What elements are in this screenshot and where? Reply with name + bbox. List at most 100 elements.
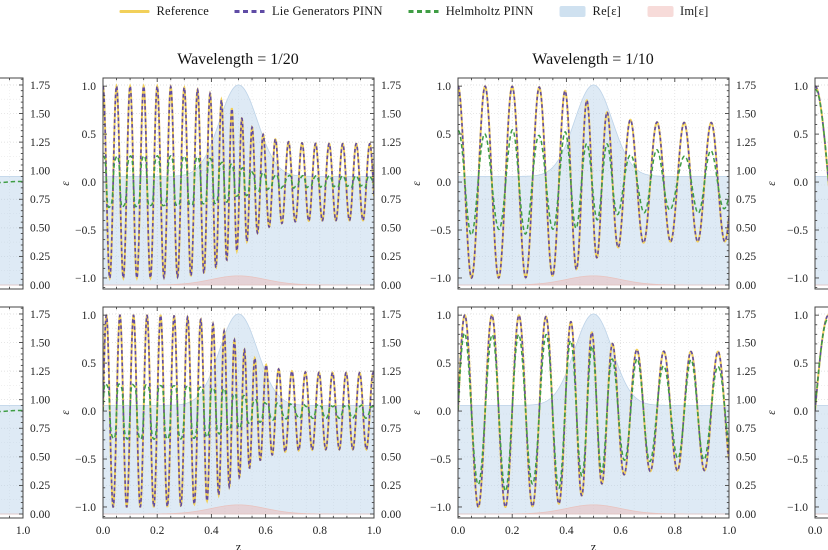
subplot-col-2-row-1: 1.0 0.5 0.0 −0.5 −1.0 0.00 0.25 0.50 0.75 1.00 1.2… — [75, 77, 423, 292]
u-tick-label: 0.0 — [794, 177, 809, 189]
x-tick-label: 0.6 — [258, 525, 273, 537]
eps-tick-label: 0.50 — [30, 452, 50, 464]
fill-re-eps — [815, 176, 828, 286]
u-tick-label: 1.0 — [794, 310, 809, 322]
legend-swatch-lie-generators-pinn — [234, 10, 265, 13]
u-tick-label: 0.0 — [437, 177, 452, 189]
u-tick-label: −0.5 — [430, 454, 451, 466]
eps-tick-label: 0.00 — [381, 509, 401, 521]
fill-im-eps — [103, 275, 374, 286]
eps-tick-label: 0.50 — [736, 223, 756, 235]
curve-helmholtz-pinn — [103, 382, 374, 440]
u-tick-label: 0.5 — [437, 358, 452, 370]
axis-tick-labels: 1.00.50.0−0.5−1.00.000.250.500.751.001.2… — [75, 80, 401, 292]
fill-re-eps — [458, 84, 729, 286]
axis-ticks — [814, 307, 819, 518]
u-tick-label: 0.5 — [794, 129, 809, 141]
eps-tick-label: 0.00 — [736, 280, 756, 292]
u-tick-label: 1.0 — [437, 310, 452, 322]
eps-tick-label: 0.25 — [30, 480, 50, 492]
u-tick-label: −1.0 — [787, 502, 808, 514]
eps-tick-label: 1.25 — [381, 366, 401, 378]
axis-ticks — [8, 307, 24, 518]
eps-tick-label: 1.50 — [30, 108, 50, 120]
subplot-col-4-row-1: 1.00.50.0−0.5−1.00.000.250.500.751.001.2… — [787, 77, 828, 290]
u-tick-label: −0.5 — [75, 454, 96, 466]
subplot-col-2-row-2: 1.0 0.5 0.0 −0.5 −1.0 0.00 0.25 0.50 0.75 1.00 1.2… — [75, 306, 423, 550]
axis-tick-labels: 1.00.50.0−0.5−1.00.000.250.500.751.001.2… — [16, 309, 51, 537]
fill-re-eps — [815, 405, 828, 515]
eps-tick-label: 0.25 — [30, 251, 50, 263]
eps-tick-label: 1.25 — [736, 137, 756, 149]
fill-im-eps — [458, 275, 729, 286]
legend-item-helmholtz-pinn: Helmholtz PINN — [408, 4, 534, 19]
eps-tick-label: 1.75 — [381, 309, 401, 321]
eps-axis-label: ε — [411, 410, 423, 415]
eps-tick-label: 1.00 — [381, 394, 401, 406]
u-tick-label: 0.0 — [794, 406, 809, 418]
axis-ticks — [102, 78, 375, 289]
x-tick-label: 0.4 — [204, 525, 219, 537]
u-tick-label: 0.0 — [82, 406, 97, 418]
eps-tick-label: 0.50 — [30, 223, 50, 235]
legend-swatch-reference — [119, 10, 150, 13]
axis-ticks — [102, 307, 375, 518]
axis-tick-labels: 1.00.50.0−0.5−1.00.000.250.500.751.001.2… — [787, 81, 809, 285]
u-tick-label: −1.0 — [75, 273, 96, 285]
u-tick-label: 0.5 — [437, 129, 452, 141]
eps-tick-label: 1.50 — [736, 108, 756, 120]
x-tick-label: 0.8 — [313, 525, 328, 537]
axis-ticks — [8, 78, 24, 289]
u-tick-label: 0.5 — [82, 358, 97, 370]
eps-tick-label: 1.50 — [30, 337, 50, 349]
eps-tick-label: 0.25 — [381, 480, 401, 492]
eps-tick-label: 0.50 — [381, 452, 401, 464]
axis-tick-labels: 1.00.50.0−0.5−1.00.000.250.500.751.001.2… — [75, 309, 401, 550]
subplot-col-1-row-1: 1.00.50.0−0.5−1.00.000.250.500.751.001.2… — [0, 77, 72, 292]
legend-label-reference: Reference — [156, 4, 209, 18]
legend-item-lie-generators-pinn: Lie Generators PINN — [234, 4, 383, 19]
legend-swatch-re-eps — [559, 6, 586, 17]
axis-ticks — [457, 307, 730, 518]
eps-axis-label: ε — [766, 410, 778, 415]
x-tick-label: 0.0 — [451, 525, 466, 537]
eps-tick-label: 0.75 — [30, 194, 50, 206]
u-tick-label: −0.5 — [75, 225, 96, 237]
x-tick-label: 0.8 — [668, 525, 683, 537]
subplot-col-1-row-2: 1.00.50.0−0.5−1.00.000.250.500.751.001.2… — [0, 306, 72, 537]
curve-helmholtz-pinn — [458, 332, 729, 492]
x-tick-label: 0.4 — [559, 525, 574, 537]
eps-axis-label: ε — [60, 181, 72, 186]
eps-tick-label: 1.25 — [30, 137, 50, 149]
curve-helmholtz-pinn — [103, 155, 374, 209]
eps-tick-label: 0.50 — [381, 223, 401, 235]
eps-tick-label: 1.75 — [381, 80, 401, 92]
axes-spines — [0, 306, 24, 519]
legend-label-lie-generators-pinn: Lie Generators PINN — [271, 4, 383, 18]
x-tick-label: 1.0 — [722, 525, 737, 537]
u-tick-label: 0.0 — [82, 177, 97, 189]
x-axis-label: z — [591, 540, 597, 550]
subplot-col-3-row-2: 1.0 0.5 0.0 −0.5 −1.0 0.00 0.25 0.50 0.75 1.00 1.2… — [430, 306, 778, 550]
u-tick-label: −1.0 — [430, 273, 451, 285]
eps-axis-label: ε — [60, 410, 72, 415]
u-tick-label: 1.0 — [82, 81, 97, 93]
subplot-title-wavelength-1-10: Wavelength = 1/10 — [532, 51, 654, 68]
fill-im-eps — [458, 504, 729, 515]
fill-re-eps — [0, 176, 23, 286]
subplot-col-3-row-1: 1.0 0.5 0.0 −0.5 −1.0 0.00 0.25 0.50 0.75 1.00 1.2… — [430, 77, 778, 292]
eps-axis-label: ε — [766, 181, 778, 186]
eps-tick-label: 0.00 — [736, 509, 756, 521]
eps-tick-label: 1.00 — [736, 394, 756, 406]
eps-tick-label: 0.25 — [736, 480, 756, 492]
eps-tick-label: 0.75 — [381, 194, 401, 206]
eps-tick-label: 1.25 — [736, 366, 756, 378]
x-tick-label: 0.0 — [808, 525, 823, 537]
subplot-title-wavelength-1-20: Wavelength = 1/20 — [177, 51, 299, 68]
u-tick-label: −1.0 — [75, 502, 96, 514]
eps-tick-label: 0.25 — [381, 251, 401, 263]
axis-tick-labels: 1.00.50.0−0.5−1.00.000.250.500.751.001.2… — [30, 80, 50, 292]
eps-tick-label: 1.25 — [30, 366, 50, 378]
legend-label-helmholtz-pinn: Helmholtz PINN — [445, 4, 534, 18]
u-tick-label: 1.0 — [82, 310, 97, 322]
